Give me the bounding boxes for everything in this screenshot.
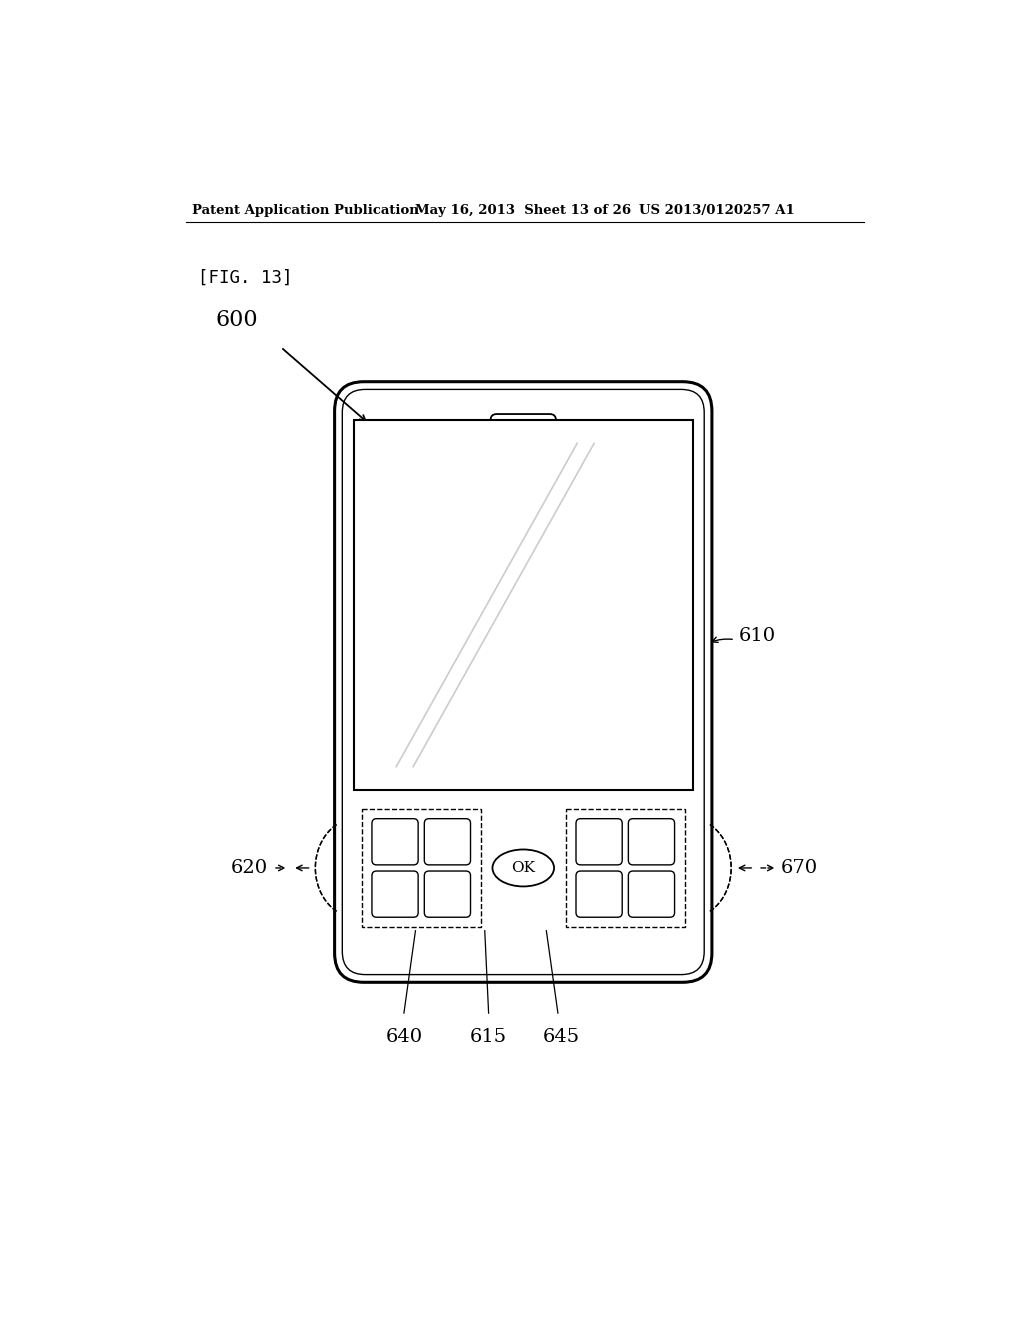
Text: 615: 615 bbox=[470, 1028, 507, 1047]
Text: 670: 670 bbox=[781, 859, 818, 876]
FancyBboxPatch shape bbox=[335, 381, 712, 982]
FancyBboxPatch shape bbox=[490, 414, 556, 429]
Text: [FIG. 13]: [FIG. 13] bbox=[199, 269, 293, 286]
Text: 620: 620 bbox=[230, 859, 268, 876]
Ellipse shape bbox=[493, 850, 554, 887]
FancyBboxPatch shape bbox=[577, 818, 623, 865]
Text: Patent Application Publication: Patent Application Publication bbox=[193, 205, 419, 218]
Text: OK: OK bbox=[511, 861, 536, 875]
Text: 640: 640 bbox=[385, 1028, 423, 1047]
Text: 600: 600 bbox=[215, 309, 258, 331]
Bar bbox=[565, 809, 685, 927]
Text: 645: 645 bbox=[543, 1028, 581, 1047]
Text: 610: 610 bbox=[739, 627, 776, 644]
FancyBboxPatch shape bbox=[342, 389, 705, 974]
Bar bbox=[354, 420, 692, 789]
FancyBboxPatch shape bbox=[629, 818, 675, 865]
FancyBboxPatch shape bbox=[372, 871, 418, 917]
Bar bbox=[361, 809, 481, 927]
FancyBboxPatch shape bbox=[424, 871, 470, 917]
FancyBboxPatch shape bbox=[577, 871, 623, 917]
FancyBboxPatch shape bbox=[372, 818, 418, 865]
Text: US 2013/0120257 A1: US 2013/0120257 A1 bbox=[639, 205, 795, 218]
Text: May 16, 2013  Sheet 13 of 26: May 16, 2013 Sheet 13 of 26 bbox=[416, 205, 632, 218]
FancyBboxPatch shape bbox=[424, 818, 470, 865]
FancyBboxPatch shape bbox=[629, 871, 675, 917]
